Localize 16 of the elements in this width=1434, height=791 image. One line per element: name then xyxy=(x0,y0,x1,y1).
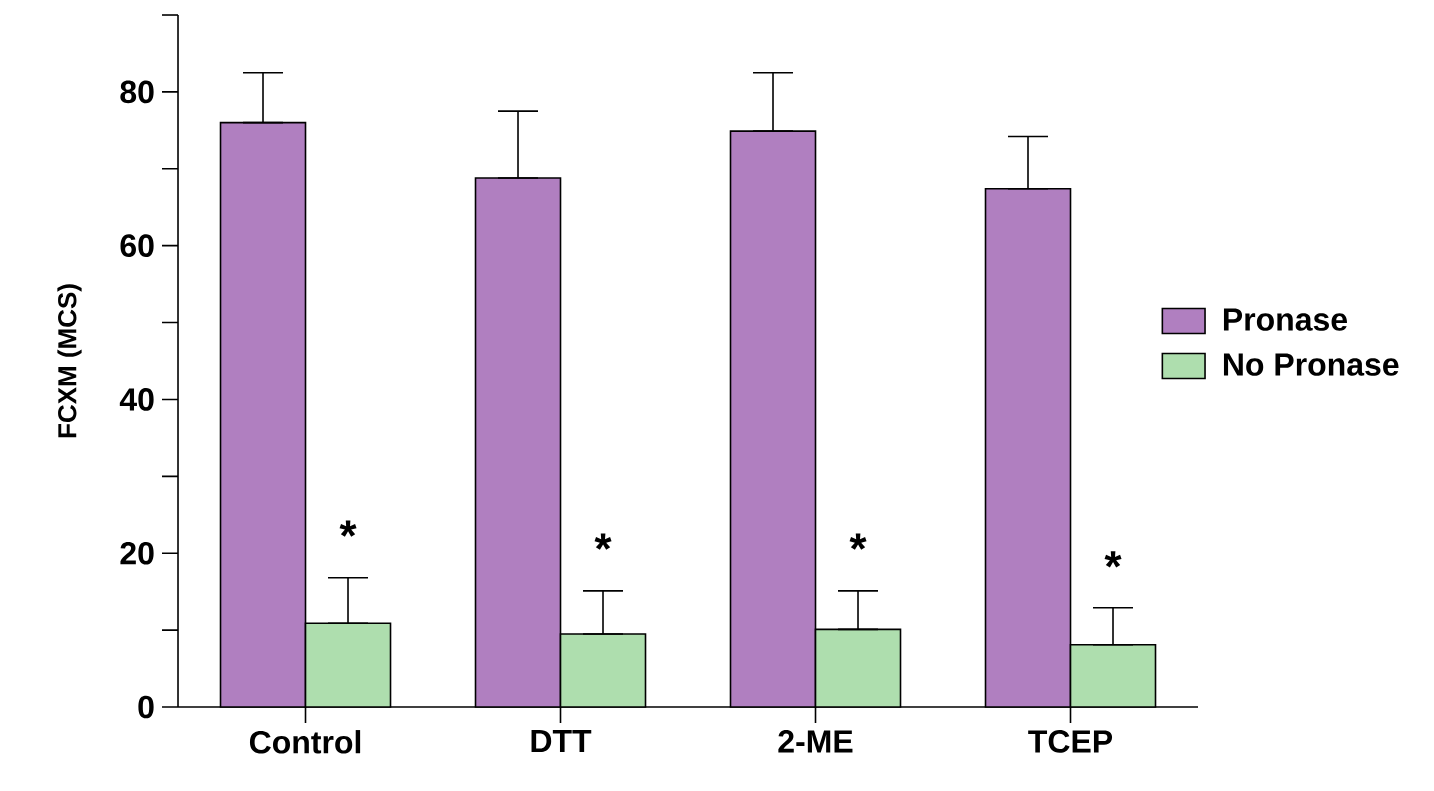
annotation: * xyxy=(339,520,357,537)
y-tick-label: 0 xyxy=(138,695,154,719)
y-axis-title: FCXM (MCS) xyxy=(57,284,82,438)
y-tick-label: 40 xyxy=(119,388,154,411)
annotation: * xyxy=(594,533,612,550)
x-tick-label: Control xyxy=(249,730,361,754)
annotation: * xyxy=(849,533,867,550)
y-tick-label: 60 xyxy=(120,234,154,257)
x-tick-label: DTT xyxy=(531,730,592,753)
legend-label: Pronase xyxy=(1223,308,1347,331)
y-tick-label: 20 xyxy=(120,541,154,565)
annotation: * xyxy=(1104,551,1122,568)
x-tick-label: 2-ME xyxy=(778,730,853,753)
x-tick-label: TCEP xyxy=(1028,730,1113,753)
legend-label: No Pronase xyxy=(1223,353,1399,376)
y-tick-label: 80 xyxy=(120,80,154,104)
